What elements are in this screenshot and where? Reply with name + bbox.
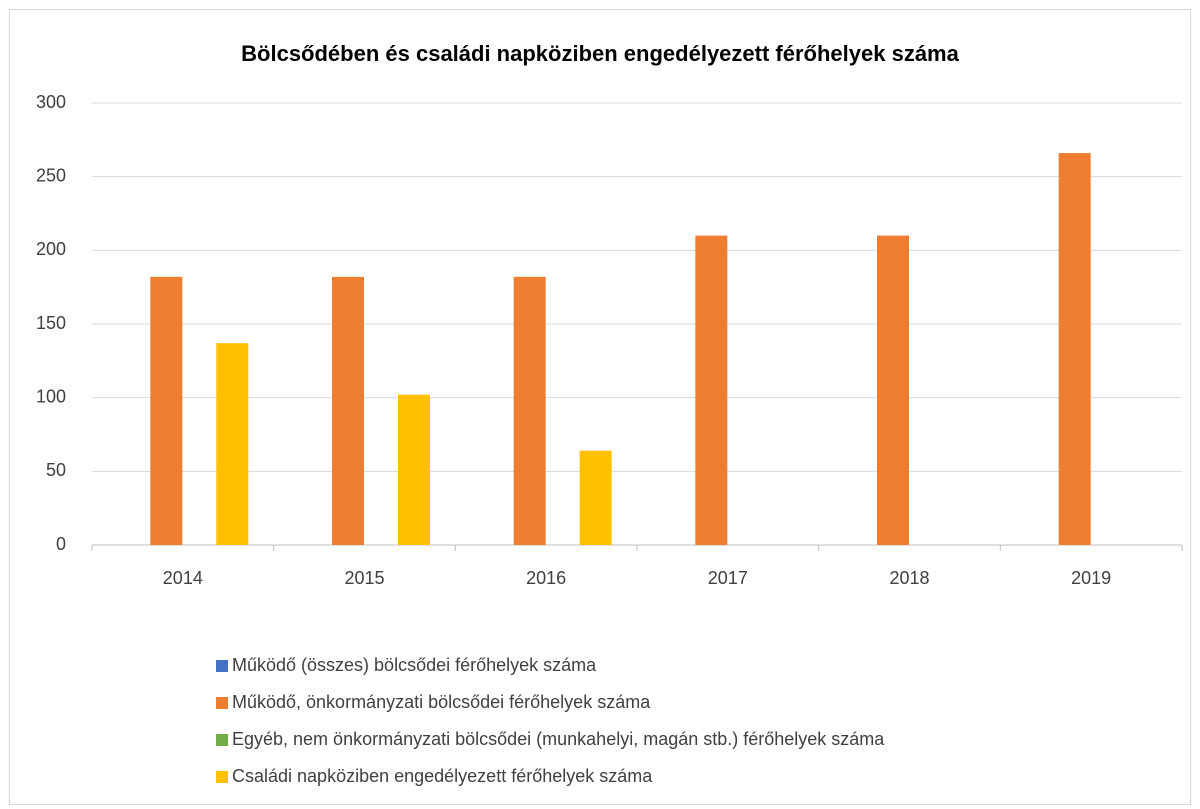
bar: [579, 450, 612, 545]
bar: [216, 343, 249, 545]
bar: [398, 394, 430, 545]
legend-swatch: [216, 697, 228, 709]
bar: [877, 235, 909, 545]
legend-label: Egyéb, nem önkormányzati bölcsődei (munk…: [232, 729, 885, 749]
legend-label: Működő (összes) bölcsődei férőhelyek szá…: [232, 655, 597, 675]
legend-label: Családi napköziben engedélyezett férőhel…: [232, 766, 653, 786]
y-tick-label: 150: [36, 313, 66, 333]
y-tick-label: 300: [36, 92, 66, 112]
legend-swatch: [216, 771, 228, 783]
legend-swatch: [216, 660, 228, 672]
bar: [695, 235, 728, 545]
legend-label: Működő, önkormányzati bölcsődei férőhely…: [232, 692, 651, 712]
x-tick-label: 2019: [1071, 568, 1111, 588]
y-tick-label: 50: [46, 460, 66, 480]
y-tick-label: 200: [36, 239, 66, 259]
bar: [332, 276, 364, 545]
x-tick-label: 2014: [163, 568, 203, 588]
y-tick-label: 250: [36, 165, 66, 185]
legend-swatch: [216, 734, 228, 746]
bar: [513, 276, 546, 545]
chart-border: [9, 9, 1191, 805]
bar: [150, 276, 183, 545]
x-tick-label: 2018: [889, 568, 929, 588]
x-tick-label: 2017: [708, 568, 748, 588]
x-tick-label: 2016: [526, 568, 566, 588]
bar: [1058, 153, 1091, 546]
chart-title: Bölcsődében és családi napköziben engedé…: [241, 41, 959, 66]
x-tick-label: 2015: [344, 568, 384, 588]
y-tick-label: 0: [56, 534, 66, 554]
y-tick-label: 100: [36, 386, 66, 406]
